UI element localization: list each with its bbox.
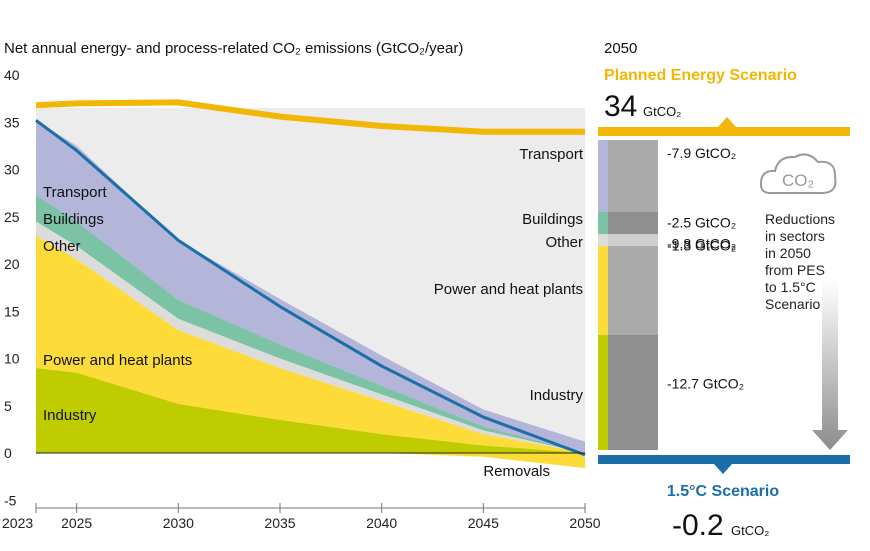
note-line-2: in sectors [765,228,825,244]
reduction-swatch-power-and-heat-plants [598,246,608,335]
panel-year: 2050 [604,40,637,57]
x-tick-label: 2050 [569,515,600,531]
area-removals [36,453,585,469]
x-tick-label: 2025 [61,515,92,531]
y-tick-label: 30 [4,162,20,178]
pes-notch [718,117,736,127]
line-planned-energy-scenario [35,99,585,135]
note-line-3: in 2050 [765,245,811,261]
reduction-label-industry: -12.7 GtCO₂ [667,375,744,391]
label-other-right: Other [545,234,583,251]
y-tick-label: 25 [4,209,20,225]
reduction-bar-industry [608,334,658,450]
line-1-5-c-scenario [35,119,586,457]
reduction-arrow-icon [812,280,848,450]
label-other-left: Other [43,238,81,255]
pes-unit: GtCO₂ [643,104,681,119]
area-industry [36,367,585,453]
reduction-swatch-buildings [598,211,608,235]
label-power-left: Power and heat plants [43,352,192,369]
area-power-and-heat-plants [36,235,585,453]
scenario-value: -0.2 [672,509,724,542]
reduction-labels: -7.9 GtCO₂ -2.5 GtCO₂ -1.3 GtCO₂-9.8 GtCO₂… [667,145,744,391]
y-tick-label: 5 [4,398,12,414]
scenario-lines [35,99,586,457]
reduction-label-transport: -7.9 GtCO₂ [667,145,736,161]
label-industry-right: Industry [530,387,584,404]
reduction-label-other: -1.3 GtCO₂ [667,237,736,253]
label-buildings-right: Buildings [522,211,583,228]
label-power-right: Power and heat plants [434,281,583,298]
x-tick-label: 2030 [163,515,194,531]
label-removals: Removals [483,463,550,480]
stacked-areas [36,120,585,469]
label-buildings-left: Buildings [43,211,104,228]
co2-cloud-text: CO₂ [782,171,814,190]
note-line-4: from PES [765,262,825,278]
label-transport-left: Transport [43,184,107,201]
reduction-swatch-other [598,234,608,247]
scenario-unit: GtCO₂ [731,523,769,538]
x-tick-label: 2023 [2,515,33,531]
reduction-bar-power-and-heat-plants [608,246,658,335]
reduction-label-power-and-heat-plants: -9.8 GtCO₂ [667,235,736,251]
reduction-label-buildings: -2.5 GtCO₂ [667,215,736,231]
note-line-6: Scenario [765,296,820,312]
reduction-swatch-industry [598,334,608,450]
label-transport-right: Transport [519,146,583,163]
reduction-stack [598,140,658,450]
note-line-5: to 1.5°C [765,279,816,295]
x-tick-label: 2040 [366,515,397,531]
y-tick-label: 10 [4,351,20,367]
pes-level-bar [598,127,850,136]
co2-cloud-icon: CO₂ [759,153,837,194]
scenario-notch [714,464,732,474]
x-tick-label: 2045 [468,515,499,531]
pes-title: Planned Energy Scenario [604,67,797,84]
reduction-bar-other [608,234,658,247]
x-tick-label: 2035 [264,515,295,531]
note-line-1: Reductions [765,211,835,227]
reduction-bar-buildings [608,211,658,235]
reductions-note: Reductions in sectors in 2050 from PES t… [765,211,839,312]
scenario-title: 1.5°C Scenario [667,483,779,500]
y-tick-label: 40 [4,67,20,83]
y-tick-label: 15 [4,303,20,319]
y-tick-label: 20 [4,256,20,272]
y-tick-label: 35 [4,114,20,130]
y-tick-label: -5 [4,492,17,508]
label-industry-left: Industry [43,407,97,424]
reduction-bar-transport [608,140,658,212]
reduction-swatch-transport [598,140,608,212]
scenario-level-bar [598,455,850,464]
chart-title: Net annual energy- and process-related C… [4,40,463,57]
pes-value: 34 [604,90,637,123]
y-tick-label: 0 [4,445,12,461]
